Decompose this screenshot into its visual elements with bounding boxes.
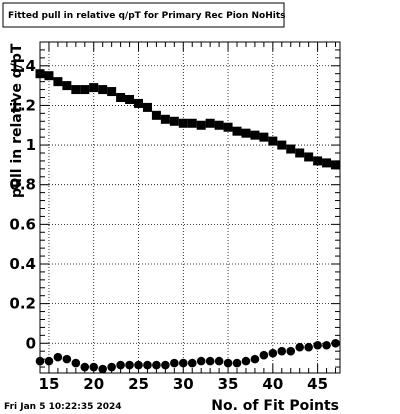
x-tick-label: 30 (173, 375, 194, 393)
square-point (187, 118, 197, 128)
square-point (205, 118, 215, 128)
square-point (107, 87, 117, 97)
square-point (259, 132, 269, 142)
square-point (80, 85, 90, 95)
square-point (35, 69, 45, 79)
circle-point (116, 360, 125, 370)
square-point (331, 160, 341, 170)
circle-point (322, 340, 331, 350)
title-box: Fitted pull in relative q/pT for Primary… (2, 2, 286, 28)
y-tick-label: 0.4 (9, 255, 36, 273)
square-point (304, 152, 314, 162)
square-point (214, 120, 224, 130)
square-point (286, 144, 296, 154)
square-point (160, 114, 170, 124)
circle-point (152, 360, 161, 370)
circle-point (178, 358, 188, 368)
data-points (35, 69, 341, 374)
x-tick-label: 40 (262, 375, 283, 393)
square-point (116, 92, 126, 102)
circle-point (98, 364, 107, 374)
y-tick-label: 0.8 (9, 176, 36, 194)
circle-point (268, 348, 278, 358)
square-point (151, 110, 161, 120)
circle-point (331, 338, 340, 348)
square-point (268, 136, 278, 146)
square-point (313, 156, 323, 166)
y-tick-label: 1 (26, 136, 36, 154)
square-point (142, 102, 152, 112)
square-point (53, 77, 63, 87)
circle-point (232, 358, 242, 368)
square-point (98, 85, 108, 95)
y-tick-label: 1.2 (9, 96, 36, 114)
y-tick-label: 0.2 (9, 295, 36, 313)
square-point (134, 98, 144, 108)
square-point (295, 148, 305, 158)
square-point (62, 81, 72, 91)
square-point (250, 130, 260, 140)
circle-point (35, 356, 45, 366)
x-tick-label: 25 (128, 375, 149, 393)
square-point (232, 126, 242, 136)
axis-ticks (39, 41, 340, 373)
square-point (169, 116, 179, 126)
circle-point (134, 360, 143, 370)
square-point (71, 85, 81, 95)
y-tick-label: 0.6 (9, 215, 36, 233)
plot-frame (39, 41, 341, 374)
circle-point (107, 362, 116, 372)
chart-title: Fitted pull in relative q/pT for Primary… (8, 11, 286, 21)
circle-point (313, 340, 322, 350)
circle-point (71, 358, 81, 368)
square-point (196, 120, 206, 130)
circle-point (223, 358, 233, 368)
square-point (44, 71, 54, 81)
circle-point (89, 362, 99, 372)
circle-point (196, 356, 206, 366)
circle-point (286, 346, 296, 356)
circle-point (143, 360, 152, 370)
circle-point (187, 358, 197, 368)
y-tick-label: 0 (26, 334, 36, 352)
square-point (322, 158, 332, 168)
circle-point (277, 346, 287, 356)
x-tick-label: 20 (83, 375, 104, 393)
circle-point (80, 362, 90, 372)
square-point (178, 118, 188, 128)
x-tick-labels: 15 20 25 30 35 40 45 (39, 375, 329, 393)
y-axis-label: pull in relative q/pT (9, 43, 25, 198)
y-tick-label: 1.4 (9, 57, 36, 75)
circle-point (214, 356, 224, 366)
timestamp: Fri Jan 5 10:22:35 2024 (4, 402, 122, 412)
grid (40, 42, 340, 373)
x-tick-label: 35 (218, 375, 239, 393)
circle-point (62, 354, 72, 364)
y-tick-labels: 0 0.2 0.4 0.6 0.8 1 1.2 1.4 (9, 57, 36, 352)
x-axis-label: No. of Fit Points (211, 398, 339, 414)
x-tick-label: 45 (307, 375, 328, 393)
circle-point (53, 352, 63, 362)
circle-point (44, 356, 54, 366)
circle-point (259, 350, 269, 360)
circle-point (304, 342, 313, 352)
square-point (241, 128, 251, 138)
circle-point (205, 356, 215, 366)
square-point (223, 122, 233, 132)
circle-point (241, 356, 251, 366)
x-tick-label: 15 (39, 375, 60, 393)
square-point (89, 83, 99, 93)
circle-point (170, 358, 179, 368)
circle-point (161, 360, 170, 370)
circle-point (250, 354, 260, 364)
circle-point (125, 360, 134, 370)
circle-point (295, 342, 305, 352)
square-point (125, 94, 135, 104)
square-point (277, 140, 287, 150)
